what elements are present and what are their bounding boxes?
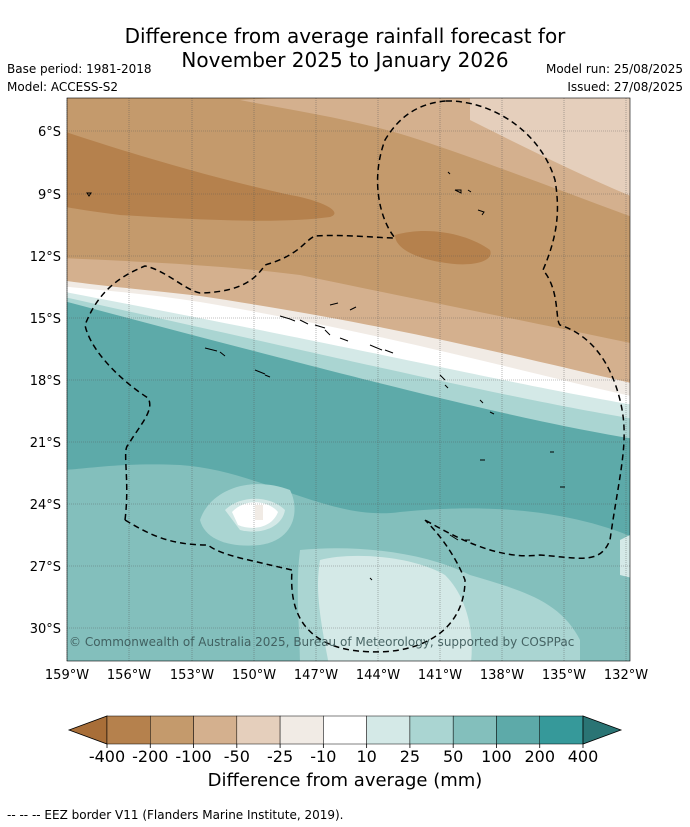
colorbar-label: 10 [356,747,376,766]
wet-center-dry-spot [255,505,263,520]
dry-patch-east [395,230,491,265]
lon-label: 132°W [604,668,648,683]
lon-label: 159°W [45,668,89,683]
band-10-25-south [318,555,472,661]
colorbar-label: -400 [89,747,125,766]
band-10-25 [67,290,630,419]
map-title: Difference from average rainfall forecas… [0,24,690,72]
lat-label: 6°S [38,125,61,140]
latitude-labels: 6°S 9°S 12°S 15°S 18°S 21°S 24°S 27°S 30°S [30,125,61,637]
eez-border-marquesas [424,100,625,559]
model-name: Model: ACCESS-S2 [7,80,119,94]
lat-label: 27°S [30,560,61,575]
colorbar-extend-low [67,715,108,745]
colorbar-label: 400 [568,747,599,766]
dry-patch-west [67,132,335,221]
title-line-1: Difference from average rainfall forecas… [124,24,566,48]
model-run-date: Model run: 25/08/2025 [545,62,683,76]
eez-legend-footer: -- -- -- EEZ border V11 (Flanders Marine… [7,808,344,822]
lat-label: 9°S [38,188,61,203]
lat-label: 18°S [30,374,61,389]
metadata-right: Model run: 25/08/2025 Issued: 27/08/2025 [546,60,683,96]
lon-label: 144°W [356,668,400,683]
colorbar-swatch [279,715,324,745]
colorbar-swatch [452,715,497,745]
colorbar-label: -10 [310,747,336,766]
lon-label: 147°W [294,668,338,683]
title-line-2: November 2025 to January 2026 [181,48,509,72]
colorbar-label: -50 [224,747,250,766]
metadata-left: Base period: 1981-2018 Model: ACCESS-S2 [7,60,152,96]
eez-border-south [124,519,466,653]
colorbar-swatch [323,715,367,745]
map-frame [66,97,631,662]
colorbar-swatch [539,715,584,745]
colorbar-label: 100 [481,747,512,766]
colorbar: -400 -200 -100 -50 -25 -10 10 25 50 100 200 400 [67,715,623,766]
lon-label: 156°W [107,668,151,683]
colorbar-label: -100 [175,747,211,766]
band-neutral [67,284,630,405]
band-100-200 [67,301,630,536]
colorbar-swatch [366,715,411,745]
base-period: Base period: 1981-2018 [7,62,152,76]
lon-label: 153°W [170,668,214,683]
colorbar-swatch [106,715,151,745]
colorbar-extend-high [582,715,623,745]
band-ne-lighter [470,98,630,196]
colorbar-swatch [496,715,540,745]
colorbar-label: -200 [132,747,168,766]
colorbar-swatch [193,715,238,745]
lat-label: 12°S [30,250,61,265]
longitude-labels: 159°W 156°W 153°W 150°W 147°W 144°W 141°W 138°W… [45,668,648,683]
lon-label: 150°W [232,668,276,683]
lat-label: 30°S [30,622,61,637]
island-group-north [86,171,485,216]
issued-date: Issued: 27/08/2025 [567,80,683,94]
colorbar-label: 25 [400,747,420,766]
colorbar-label: -25 [267,747,293,766]
band-10-25-east [620,535,630,578]
map-field [67,98,630,661]
colorbar-label: 50 [443,747,463,766]
band-25-50-north [67,295,630,439]
island-group-central [204,302,394,378]
colorbar-swatch [236,715,281,745]
colorbar-label: 200 [524,747,555,766]
lon-label: 141°W [418,668,462,683]
eez-borders [84,100,625,653]
lat-label: 15°S [30,312,61,327]
lat-label: 21°S [30,436,61,451]
colorbar-title: Difference from average (mm) [207,770,483,791]
colorbar-swatch [150,715,194,745]
colorbar-swatch [409,715,454,745]
lon-label: 135°W [542,668,586,683]
island-group-south [369,374,565,581]
lon-label: 138°W [480,668,524,683]
lat-label: 24°S [30,498,61,513]
islands [86,171,565,581]
eez-border-polynesia [84,100,447,521]
copyright-notice: © Commonwealth of Australia 2025, Bureau… [69,635,574,649]
